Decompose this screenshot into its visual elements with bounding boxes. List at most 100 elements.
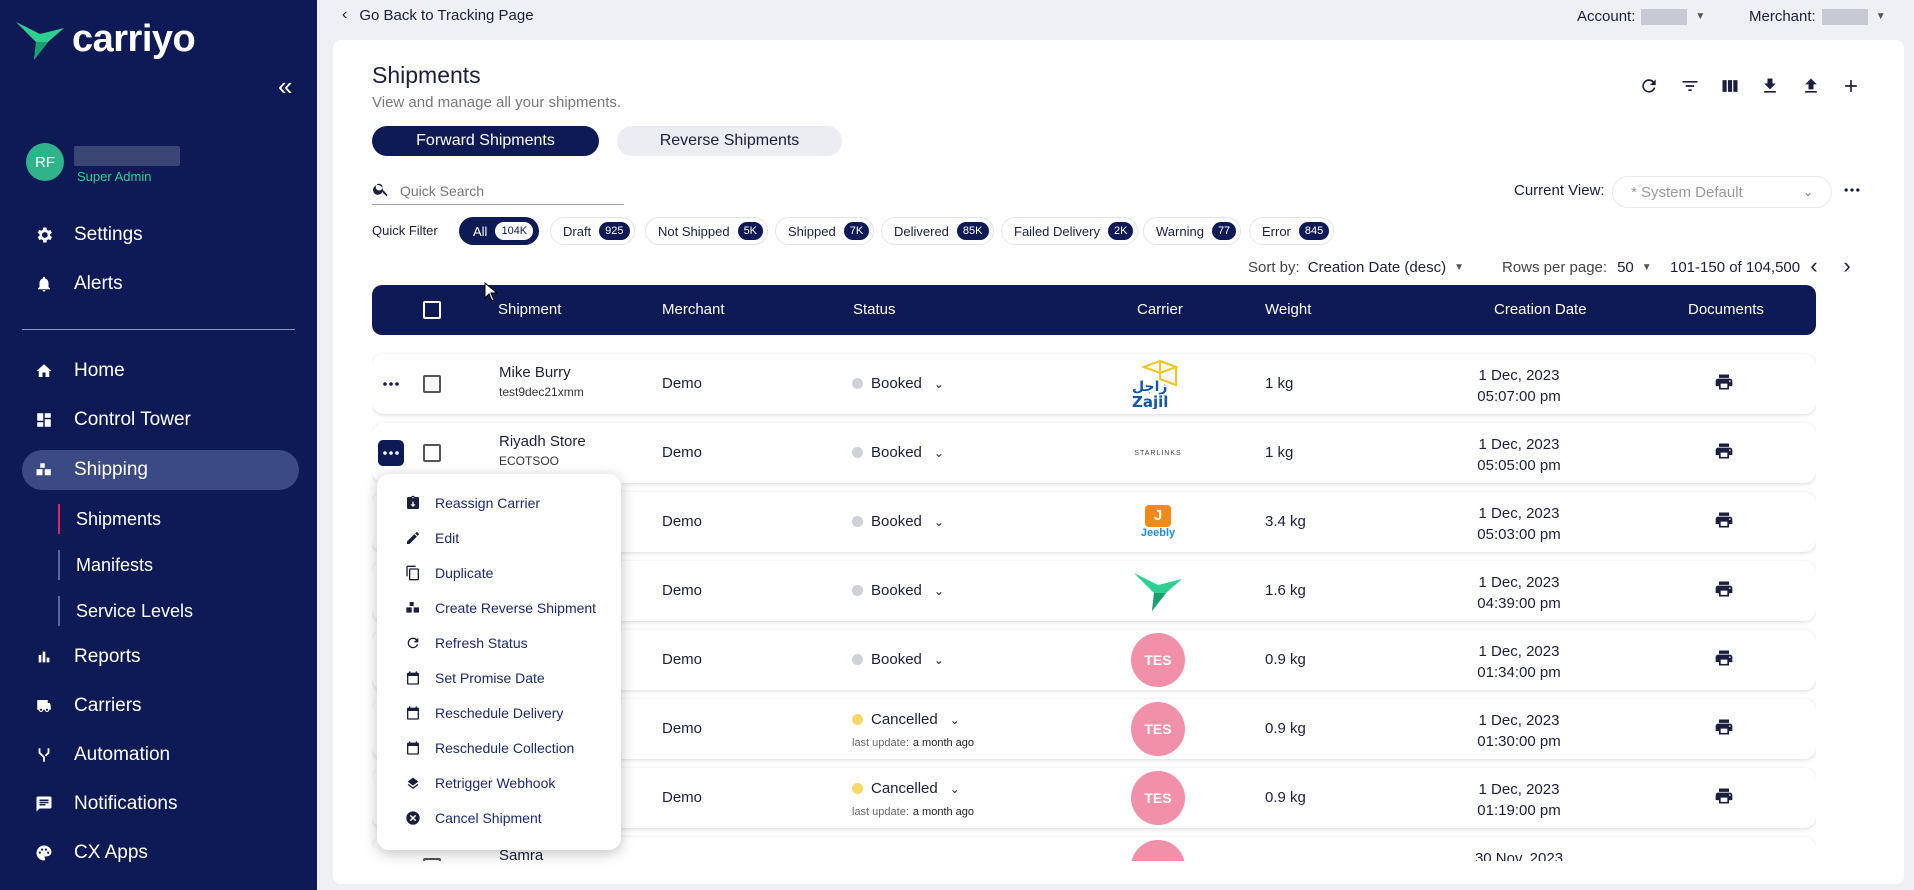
filter-chip-delivered[interactable]: Delivered 85K — [881, 217, 994, 245]
upload-icon[interactable] — [1799, 74, 1823, 98]
print-icon[interactable] — [1714, 441, 1738, 465]
row-checkbox[interactable] — [423, 444, 441, 462]
print-icon[interactable] — [1714, 786, 1738, 810]
row-checkbox[interactable] — [423, 375, 441, 393]
row-checkbox[interactable] — [423, 858, 441, 861]
tab-forward-shipments[interactable]: Forward Shipments — [372, 126, 599, 156]
sort-label: Sort by: — [1248, 259, 1300, 276]
shipment-cell[interactable]: Riyadh Store ECOTSOO — [499, 433, 586, 468]
columns-icon[interactable] — [1718, 74, 1742, 98]
print-icon[interactable] — [1714, 648, 1738, 672]
row-actions-icon[interactable] — [378, 371, 404, 397]
sort-control: Sort by: Creation Date (desc) ▼ — [1248, 259, 1464, 276]
filter-chip-failed-delivery[interactable]: Failed Delivery 2K — [1001, 217, 1139, 245]
print-icon[interactable] — [1714, 579, 1738, 603]
sidebar-item-alerts[interactable]: Alerts — [22, 264, 299, 304]
print-icon[interactable] — [1714, 372, 1738, 396]
print-icon[interactable] — [1714, 717, 1738, 741]
status-dropdown[interactable]: Cancelled ⌄ — [852, 711, 960, 728]
filter-chip-shipped[interactable]: Shipped 7K — [775, 217, 875, 245]
filter-chip-all[interactable]: All 104K — [459, 217, 540, 245]
filter-icon[interactable] — [1678, 74, 1702, 98]
prev-page-icon[interactable]: ‹ — [1810, 253, 1818, 278]
sidebar-item-automation[interactable]: Automation — [22, 735, 299, 775]
menu-item-reschedule-delivery[interactable]: Reschedule Delivery — [377, 698, 621, 728]
filter-chip-error[interactable]: Error 845 — [1249, 217, 1335, 245]
table-row[interactable]: Mike Burry test9dec21xmm Demo Booked ⌄ زاج… — [372, 354, 1816, 414]
download-icon[interactable] — [1758, 74, 1782, 98]
creation-date-cell: 1 Dec, 2023 01:19:00 pm — [1444, 779, 1594, 821]
sidebar-item-carriers[interactable]: Carriers — [22, 686, 299, 726]
menu-item-retrigger-webhook[interactable]: Retrigger Webhook — [377, 768, 621, 798]
sidebar-item-cx-apps[interactable]: CX Apps — [22, 833, 299, 873]
table-row[interactable]: Riyadh Store ECOTSOO Demo Booked ⌄ STARLIN… — [372, 423, 1816, 483]
tab-reverse-shipments[interactable]: Reverse Shipments — [617, 126, 842, 156]
current-view-select[interactable]: * System Default ⌄ — [1612, 176, 1832, 208]
weight-cell: 0.9 kg — [1265, 651, 1306, 668]
caret-down-icon[interactable]: ▼ — [1454, 262, 1464, 273]
copy-icon — [404, 564, 422, 582]
sidebar-item-notifications[interactable]: Notifications — [22, 784, 299, 824]
status-dropdown[interactable]: Cancelled ⌄ — [852, 780, 960, 797]
menu-item-edit[interactable]: Edit — [377, 523, 621, 553]
header-weight[interactable]: Weight — [1265, 301, 1312, 318]
shipment-id: test9dec21xmm — [499, 385, 584, 399]
menu-item-label: Reschedule Collection — [435, 740, 575, 756]
carriyo-logo[interactable]: carriyo — [14, 18, 196, 61]
time-value: 01:19:00 pm — [1477, 802, 1561, 819]
select-all-checkbox[interactable] — [423, 301, 441, 319]
status-dropdown[interactable]: Booked ⌄ — [852, 375, 944, 392]
sidebar-item-control-tower[interactable]: Control Tower — [22, 400, 299, 440]
header-merchant[interactable]: Merchant — [662, 301, 725, 318]
menu-item-duplicate[interactable]: Duplicate — [377, 558, 621, 588]
sidebar-subitem-service-levels[interactable]: Service Levels — [58, 596, 193, 626]
status-dropdown[interactable]: Booked ⌄ — [852, 513, 944, 530]
status-dropdown[interactable]: Booked ⌄ — [852, 651, 944, 668]
sidebar-item-reports[interactable]: Reports — [22, 637, 299, 677]
svg-text:زاجل: زاجل — [1132, 379, 1167, 395]
shipment-cell[interactable]: Samra — [499, 847, 543, 861]
next-page-icon[interactable]: › — [1843, 253, 1851, 278]
menu-item-label: Cancel Shipment — [435, 810, 542, 826]
add-icon[interactable] — [1839, 74, 1863, 98]
sidebar-subitem-label: Shipments — [76, 508, 162, 529]
view-options-icon[interactable] — [1842, 180, 1866, 204]
sidebar-item-home[interactable]: Home — [22, 351, 299, 391]
status-dropdown[interactable]: Booked ⌄ — [852, 582, 944, 599]
header-shipment[interactable]: Shipment — [498, 301, 562, 318]
filter-chip-warning[interactable]: Warning 77 — [1143, 217, 1242, 245]
merchant-selector[interactable]: Merchant: ▼ — [1749, 8, 1886, 25]
print-icon[interactable] — [1714, 510, 1738, 534]
caret-down-icon[interactable]: ▼ — [1641, 262, 1652, 273]
sidebar-item-shipping[interactable]: Shipping — [22, 450, 299, 490]
layers-icon — [404, 774, 422, 792]
rows-per-page-select[interactable]: 50 — [1617, 259, 1634, 276]
refresh-icon[interactable] — [1637, 74, 1661, 98]
filter-chip-not-shipped[interactable]: Not Shipped 5K — [645, 217, 769, 245]
header-status[interactable]: Status — [853, 301, 896, 318]
menu-item-reschedule-collection[interactable]: Reschedule Collection — [377, 733, 621, 763]
date-value: 30 Nov, 2023 — [1474, 850, 1564, 861]
user-profile[interactable]: RF Super Admin — [26, 143, 180, 184]
sidebar-subitem-shipments[interactable]: Shipments — [58, 504, 161, 534]
menu-item-cancel-shipment[interactable]: Cancel Shipment — [377, 803, 621, 833]
search-input[interactable] — [400, 183, 610, 199]
account-selector[interactable]: Account: ▼ — [1577, 8, 1705, 25]
menu-item-reassign-carrier[interactable]: Reassign Carrier — [377, 488, 621, 518]
sort-select[interactable]: Creation Date (desc) — [1307, 259, 1447, 276]
collapse-sidebar-icon[interactable]: « — [278, 71, 293, 101]
sidebar-item-settings[interactable]: Settings — [22, 215, 299, 255]
header-creation-date[interactable]: Creation Date — [1494, 301, 1587, 318]
header-carrier[interactable]: Carrier — [1137, 301, 1183, 318]
menu-item-refresh-status[interactable]: Refresh Status — [377, 628, 621, 658]
filter-chip-draft[interactable]: Draft 925 — [550, 217, 635, 245]
menu-item-create-reverse-shipment[interactable]: Create Reverse Shipment — [377, 593, 621, 623]
bell-icon — [32, 272, 56, 296]
menu-item-set-promise-date[interactable]: Set Promise Date — [377, 663, 621, 693]
status-dropdown[interactable]: Booked ⌄ — [852, 444, 944, 461]
shipment-cell[interactable]: Mike Burry test9dec21xmm — [499, 364, 584, 399]
chevron-down-icon: ⌄ — [949, 781, 960, 796]
sidebar-subitem-manifests[interactable]: Manifests — [58, 550, 153, 580]
back-to-tracking-link[interactable]: ‹ Go Back to Tracking Page — [342, 6, 534, 24]
row-actions-icon[interactable] — [378, 440, 404, 466]
